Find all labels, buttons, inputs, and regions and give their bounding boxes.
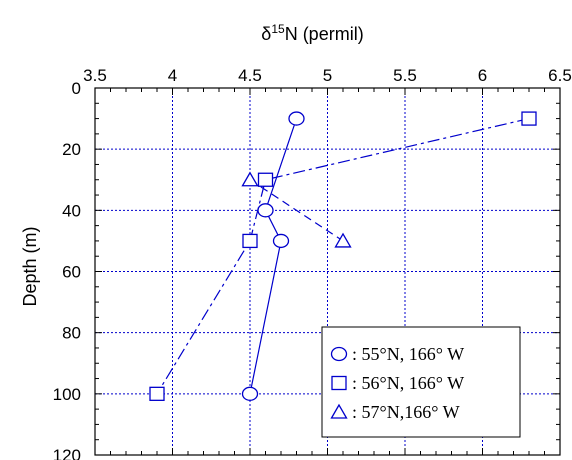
x-axis-title-text: N (permil) (285, 24, 364, 44)
legend-item: : 57°N,166° W (330, 402, 460, 422)
y-tick-label: 60 (62, 263, 81, 282)
y-tick-label: 0 (72, 79, 81, 98)
x-tick-label: 5.5 (393, 66, 417, 85)
legend-label: : 55°N, 166° W (352, 344, 464, 364)
x-tick-label: 4.5 (238, 66, 262, 85)
x-tick-labels: 3.5 4 4.5 5 5.5 6 6.5 (83, 66, 572, 85)
x-axis-title-superscript: 15 (271, 22, 285, 36)
legend-items: : 55°N, 166° W : 56°N, 166° W : 57°N,166° … (330, 344, 464, 422)
x-tick-label: 6 (478, 66, 487, 85)
legend-box (321, 326, 521, 438)
series-circle (241, 111, 305, 401)
x-tick-label: 3.5 (83, 66, 107, 85)
legend: : 55°N, 166° W : 56°N, 166° W : 57°N,166° … (321, 326, 521, 438)
series-square (149, 111, 537, 401)
y-axis-title: Depth (m) (20, 226, 40, 306)
x-axis-title: δ15N (permil) (261, 22, 363, 44)
legend-item: : 56°N, 166° W (331, 373, 464, 393)
data-point-triangle (334, 232, 352, 248)
y-tick-label: 120 (53, 446, 81, 460)
series-layer (149, 111, 537, 401)
data-point-circle (257, 203, 274, 218)
data-point-circle (288, 111, 305, 126)
y-tick-label: 40 (62, 201, 81, 220)
data-point-square (149, 386, 165, 401)
legend-marker-triangle (330, 403, 348, 419)
x-axis-title-symbol: δ (261, 24, 271, 44)
series-line-square (156, 117, 530, 395)
data-point-square (521, 111, 537, 126)
legend-label: : 56°N, 166° W (352, 373, 464, 393)
legend-marker-square (331, 375, 347, 391)
y-tick-label: 80 (62, 324, 81, 343)
data-point-square (257, 172, 274, 187)
series-line-triangle (249, 179, 344, 242)
tick-marks (94, 87, 561, 456)
y-tick-label: 20 (62, 140, 81, 159)
data-point-triangle (241, 171, 259, 187)
x-tick-label: 6.5 (548, 66, 572, 85)
series-triangle (241, 171, 352, 248)
legend-marker-circle (330, 346, 348, 362)
legend-item: : 55°N, 166° W (330, 344, 464, 364)
series-line-circle (249, 118, 298, 394)
data-point-circle (241, 386, 259, 401)
y-tick-labels: 0 20 40 60 80 100 120 (53, 79, 81, 460)
legend-label: : 57°N,166° W (352, 402, 460, 422)
y-tick-label: 100 (53, 385, 81, 404)
x-tick-label: 4 (168, 66, 177, 85)
data-point-square (242, 233, 258, 249)
data-point-circle (272, 233, 290, 249)
x-tick-label: 5 (323, 66, 332, 85)
